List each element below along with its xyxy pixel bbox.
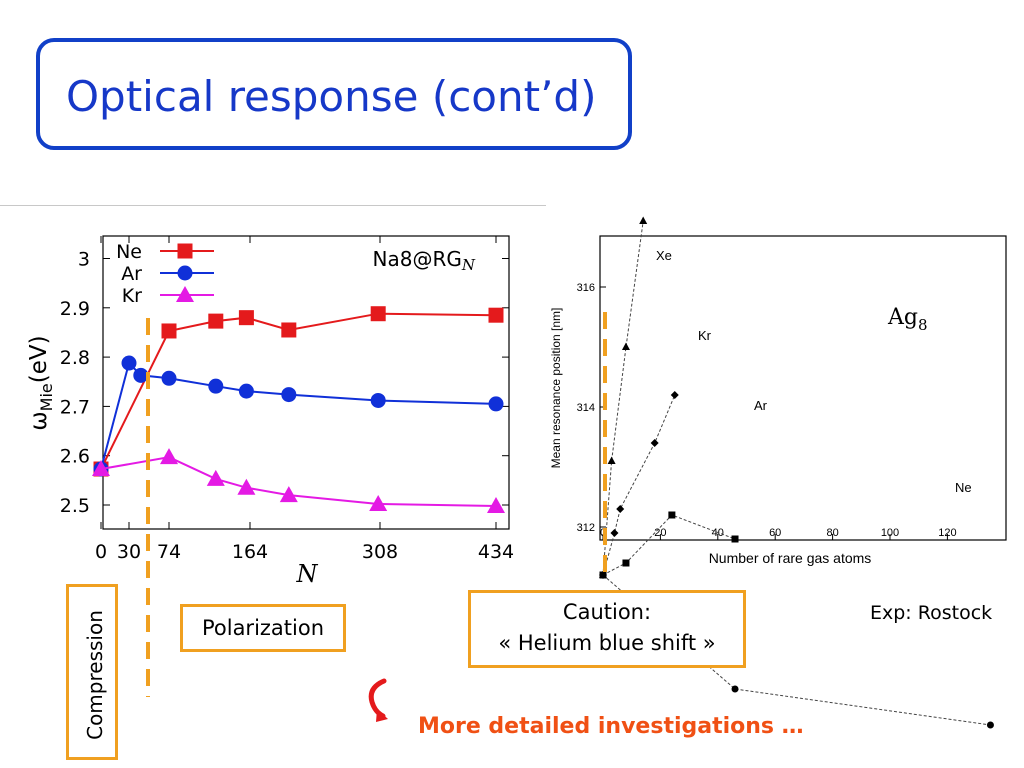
right-series-ar-label: Ar (754, 398, 768, 413)
left-series-ne-point (161, 323, 177, 339)
right-series-ne-label: Ne (955, 480, 972, 495)
right-series-ne-fit-line (602, 574, 991, 726)
right-series-kr-label: Kr (698, 328, 712, 343)
left-series-ne-point (488, 307, 504, 323)
right-x-tick-label: 60 (769, 527, 781, 539)
right-series-ar-fit-line (602, 514, 736, 576)
right-y-tick-label: 314 (577, 402, 595, 414)
right-y-tick-label: 316 (577, 282, 595, 294)
experiment-source: Exp: Rostock (870, 602, 993, 624)
left-series-ne-point (238, 310, 254, 326)
right-y-tick-label: 312 (577, 522, 595, 534)
right-series-ar-point (622, 559, 630, 567)
right-series-kr-point (650, 439, 659, 447)
right-x-tick-label: 20 (654, 527, 666, 539)
right-series-ne-point (731, 685, 739, 693)
legend-kr-marker (176, 286, 194, 302)
left-series-ar-point (161, 370, 177, 386)
right-series-kr-fit-line (602, 394, 676, 576)
left-series-kr-point (206, 469, 225, 486)
left-series-ar-point (121, 355, 137, 371)
left-series-ar-point (281, 387, 297, 403)
legend-ne-label: Ne (116, 241, 142, 263)
slide-title: Optical response (cont’d) (66, 72, 597, 121)
right-chart-annotation: Ag8 (887, 305, 928, 334)
right-x-tick-label: 80 (826, 527, 838, 539)
right-x-tick-label: 120 (938, 527, 956, 539)
left-y-tick-label: 2.7 (60, 396, 90, 418)
right-y-axis-label: Mean resonance position [nm] (549, 308, 563, 469)
legend-ne-marker (177, 243, 193, 259)
left-y-axis-label: ωMie(eV) (26, 335, 56, 430)
more-investigations-text: More detailed investigations … (418, 714, 804, 739)
left-series-kr-point (487, 496, 505, 513)
left-series-kr-line (100, 456, 497, 507)
left-plot-frame (102, 235, 510, 530)
right-series-xe-point (639, 216, 648, 224)
legend-ar-marker (177, 265, 193, 281)
right-series-ne-point (599, 571, 607, 579)
right-plot-frame (599, 235, 1007, 541)
left-y-tick-label: 3 (78, 249, 90, 271)
left-series-ar-line (100, 361, 497, 470)
right-axis-ticks: 310312314316020406080100120 (577, 282, 957, 654)
right-series-ne-point (986, 721, 994, 729)
left-series-ne-point (208, 313, 224, 329)
caution-box: Caution: « Helium blue shift » (468, 590, 746, 668)
right-series-kr-point (616, 505, 625, 513)
left-series-kr-point (237, 478, 256, 495)
left-x-tick-label: 0 (95, 541, 107, 563)
right-series-xe-point (621, 342, 630, 350)
polarization-box: Polarization (180, 604, 346, 652)
left-series-kr-point (279, 486, 298, 503)
right-series-kr-point (610, 529, 619, 537)
right-x-axis-label: Number of rare gas atoms (709, 550, 872, 566)
left-series-ar-point (208, 378, 224, 394)
compression-box: Compression (66, 584, 118, 760)
left-x-tick-label: 30 (117, 541, 141, 563)
caution-title: Caution: (562, 600, 652, 624)
right-series-xe-label: Xe (656, 248, 672, 263)
right-series-xe-fit-line (602, 220, 644, 576)
left-series-ar-point (488, 396, 504, 412)
left-series-ar-point (133, 367, 149, 383)
right-x-tick-label: 40 (712, 527, 724, 539)
right-series-group: Xe Kr Ar Ne (599, 216, 994, 729)
right-series-ar-point (668, 511, 676, 519)
left-y-tick-label: 2.9 (60, 298, 90, 320)
left-series-ne-point (281, 322, 297, 338)
left-series-kr-point (160, 448, 178, 465)
title-box: Optical response (cont’d) (36, 38, 632, 150)
left-x-tick-label: 164 (232, 541, 268, 563)
left-x-tick-label: 308 (362, 541, 398, 563)
left-y-tick-label: 2.8 (60, 347, 90, 369)
separator-line (0, 205, 546, 206)
left-y-tick-label: 2.5 (60, 495, 90, 517)
left-x-tick-label: 74 (157, 541, 181, 563)
right-series-xe-point (607, 456, 616, 464)
left-series-ar-point (238, 383, 254, 399)
left-series-ar-point (370, 392, 386, 408)
right-series-kr-point (670, 391, 679, 399)
left-x-axis-label: N (296, 560, 319, 588)
polarization-label: Polarization (201, 616, 325, 640)
left-axis-ticks: 2.52.62.72.82.930 30 74 164 308 434 (60, 236, 514, 563)
curved-arrow-icon (368, 678, 388, 722)
legend-ar-label: Ar (121, 263, 142, 285)
left-series-ne-line (100, 312, 497, 470)
left-y-tick-label: 2.6 (60, 446, 90, 468)
left-series-ne-point (370, 306, 386, 322)
left-series-kr-point (369, 495, 388, 512)
right-x-tick-label: 100 (881, 527, 899, 539)
caution-text: « Helium blue shift » (498, 631, 716, 655)
compression-label: Compression (83, 610, 107, 740)
legend-kr-label: Kr (122, 285, 142, 307)
left-series-group (92, 306, 505, 513)
left-series-kr-point (92, 460, 110, 477)
left-x-tick-label: 434 (478, 541, 514, 563)
left-chart-annotation: Na8@RGN (373, 247, 476, 274)
right-series-ar-point (731, 535, 739, 543)
